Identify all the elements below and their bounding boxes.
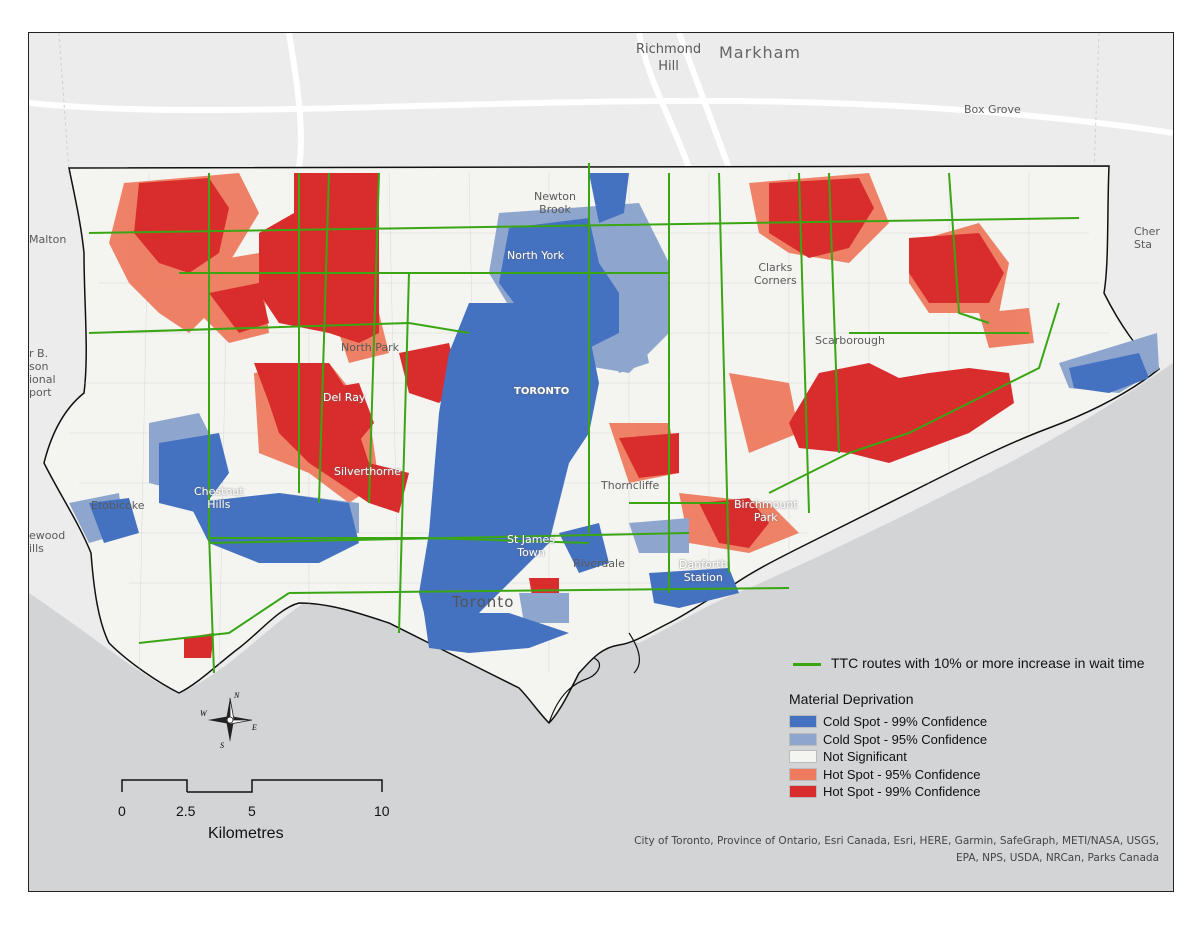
place-clarks-corners: Clarks Corners <box>754 261 797 287</box>
place-scarborough: Scarborough <box>815 334 885 347</box>
place-toronto-district: TORONTO <box>514 386 570 397</box>
place-malton: Malton <box>29 233 67 246</box>
compass-e: E <box>251 723 257 732</box>
map-canvas[interactable] <box>29 33 1173 891</box>
legend-item-not-significant: Not Significant <box>789 748 1149 766</box>
place-etobicoke: Etobicoke <box>91 499 145 512</box>
legend-label-cold-95: Cold Spot - 95% Confidence <box>823 731 988 747</box>
credits-line-1: City of Toronto, Province of Ontario, Es… <box>634 835 1159 847</box>
place-riverdale: Riverdale <box>573 557 625 570</box>
ttc-route-label: TTC routes with 10% or more increase in … <box>831 655 1145 671</box>
map-legend: TTC routes with 10% or more increase in … <box>789 655 1149 801</box>
ttc-route-swatch <box>793 663 821 666</box>
scale-tick-2-5: 2.5 <box>176 803 196 819</box>
boundaries <box>58 33 1100 174</box>
credits-line-2: EPA, NPS, USDA, NRCan, Parks Canada <box>956 852 1159 864</box>
map-credits: City of Toronto, Province of Ontario, Es… <box>599 833 1159 867</box>
scale-tick-5: 5 <box>248 803 256 819</box>
scale-bar <box>121 779 383 793</box>
ttc-routes <box>88 163 1080 674</box>
legend-item-hot-99: Hot Spot - 99% Confidence <box>789 783 1149 801</box>
swatch-cold-95 <box>789 732 817 746</box>
legend-label-hot-99: Hot Spot - 99% Confidence <box>823 784 981 800</box>
place-birchmount-park: Birchmount Park <box>734 498 798 524</box>
place-richmond-hill: Richmond Hill <box>636 42 702 74</box>
legend-item-hot-95: Hot Spot - 95% Confidence <box>789 766 1149 784</box>
toronto-islands <box>548 632 641 724</box>
compass-rose-icon: N S E W <box>200 691 257 750</box>
legend-label-hot-95: Hot Spot - 95% Confidence <box>823 766 981 782</box>
compass-n: N <box>233 691 240 700</box>
place-box-grove: Box Grove <box>964 103 1021 116</box>
lake-ontario <box>29 363 1173 891</box>
place-toronto-city: Toronto <box>452 593 515 611</box>
scale-units: Kilometres <box>208 825 284 842</box>
place-silverthorne: Silverthorne <box>334 465 401 478</box>
place-markham: Markham <box>719 43 801 62</box>
swatch-not-significant <box>789 750 817 764</box>
place-cherry: Cher Sta <box>1134 225 1160 251</box>
place-thorncliffe: Thorncliffe <box>601 479 660 492</box>
swatch-hot-95 <box>789 767 817 781</box>
legend-label-not-significant: Not Significant <box>823 749 907 765</box>
legend-ttc-row: TTC routes with 10% or more increase in … <box>789 655 1149 671</box>
place-airport: r B. son ional port <box>29 347 56 399</box>
place-north-york: North York <box>507 249 565 262</box>
place-ewood-hills: ewood ills <box>29 529 66 555</box>
legend-title: Material Deprivation <box>789 691 914 707</box>
place-danforth-station: Danforth Station <box>679 558 728 584</box>
place-del-ray: Del Ray <box>323 391 366 404</box>
swatch-hot-99 <box>789 785 817 799</box>
scale-tick-10: 10 <box>374 803 390 819</box>
place-st-james-town: St James Town <box>507 533 555 559</box>
place-north-park: North Park <box>341 341 400 354</box>
legend-item-cold-99: Cold Spot - 99% Confidence <box>789 713 1149 731</box>
compass-w: W <box>200 709 208 718</box>
place-chestnut-hills: Chestnut Hills <box>194 485 244 511</box>
place-newton-brook: Newton Brook <box>534 190 577 216</box>
legend-label-cold-99: Cold Spot - 99% Confidence <box>823 714 988 730</box>
highways <box>29 33 1173 170</box>
legend-item-cold-95: Cold Spot - 95% Confidence <box>789 731 1149 749</box>
scale-tick-0: 0 <box>118 803 126 819</box>
swatch-cold-99 <box>789 715 817 729</box>
compass-s: S <box>220 741 224 750</box>
map-frame: Richmond Hill Markham Box Grove Malton C… <box>28 32 1174 892</box>
